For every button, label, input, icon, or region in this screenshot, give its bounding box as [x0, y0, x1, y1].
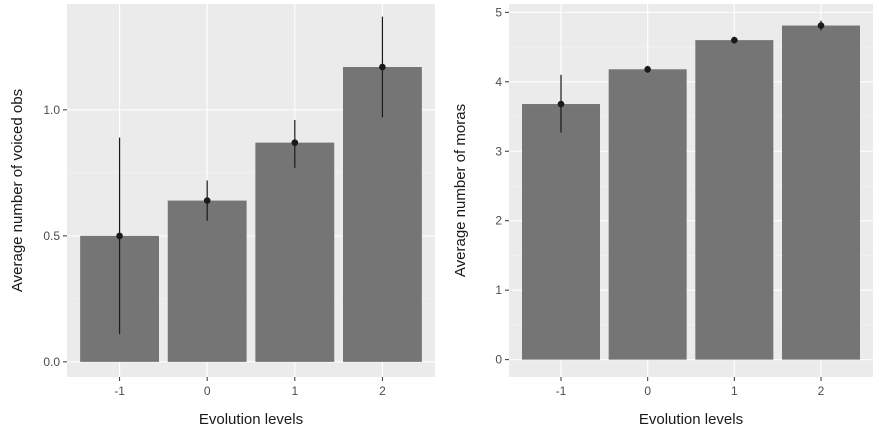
x-axis-title: Evolution levels — [639, 411, 743, 428]
y-tick-label: 0.5 — [43, 229, 60, 243]
y-tick-label: 0.0 — [43, 355, 60, 369]
x-tick-label: 0 — [204, 384, 211, 398]
mean-point-2 — [817, 22, 825, 29]
mean-point-2 — [379, 63, 386, 71]
bar-1 — [695, 40, 774, 360]
mean-point--1 — [116, 232, 123, 240]
y-tick-label: 3 — [495, 144, 502, 158]
y-tick-label: 0 — [495, 353, 502, 367]
mean-point--1 — [557, 100, 565, 108]
bar-2 — [782, 25, 860, 360]
bar-1 — [255, 142, 335, 362]
x-axis-title: Evolution levels — [199, 411, 303, 428]
x-tick-label: -1 — [556, 384, 567, 398]
moras-chart: 0 1 2 3 4 5 -1 0 1 2 Evolution levels Average numbe… — [452, 4, 873, 428]
bar-0 — [167, 200, 247, 362]
x-tick-label: 0 — [644, 384, 651, 398]
y-tick-label: 2 — [495, 214, 502, 228]
x-tick-label: 2 — [818, 384, 825, 398]
voiced-obs-chart: 0.0 0.5 1.0 -1 0 1 2 Evolution levels Average nu… — [9, 4, 435, 428]
y-axis-title: Average number of moras — [452, 104, 469, 277]
y-axis-title: Average number of voiced obs — [9, 89, 26, 292]
mean-point-1 — [291, 139, 299, 146]
mean-point-0 — [644, 65, 651, 73]
x-tick-label: 1 — [291, 384, 298, 398]
x-tick-label: 1 — [731, 384, 738, 398]
y-tick-label: 5 — [495, 5, 502, 19]
bar--1 — [522, 104, 600, 360]
mean-point-1 — [731, 36, 738, 44]
y-tick-label: 4 — [495, 75, 502, 89]
x-tick-label: -1 — [114, 384, 125, 398]
y-tick-label: 1 — [495, 283, 502, 297]
mean-point-0 — [203, 197, 211, 204]
x-tick-label: 2 — [379, 384, 386, 398]
bar-0 — [608, 69, 687, 360]
y-tick-label: 1.0 — [43, 103, 60, 117]
